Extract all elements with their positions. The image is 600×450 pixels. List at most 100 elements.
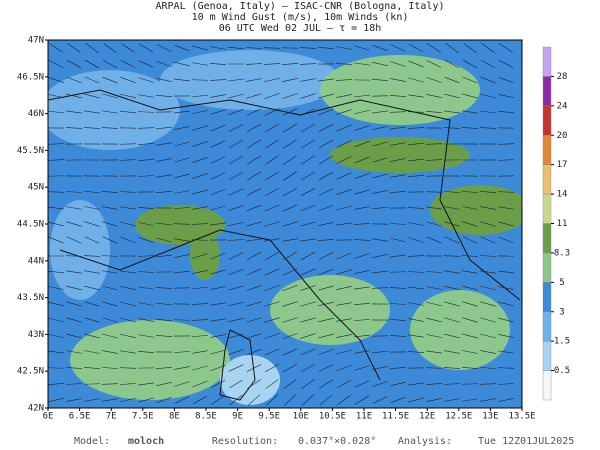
wind-arrow [318,171,334,181]
wind-arrow [210,172,226,180]
wind-arrow [354,109,370,115]
wind-arrow [210,334,226,338]
wind-arrow [191,303,209,305]
wind-arrow [210,269,226,275]
wind-arrow [138,334,154,338]
wind-arrow [264,333,280,339]
wind-arrow [66,350,82,354]
wind-arrow [156,366,172,370]
wind-arrow [443,383,461,385]
wind-arrow [480,191,496,193]
wind-arrow [138,397,154,403]
wind-arrow [102,367,118,369]
wind-arrow [444,191,460,193]
wind-arrow [264,108,280,116]
wind-arrow [354,395,370,405]
wind-arrow [479,255,497,257]
wind-arrow [354,156,370,164]
header-line: 10 m Wind Gust (m/s), 10m Winds (kn) [192,12,409,23]
wind-arrow [301,139,315,149]
wind-arrow [65,127,83,129]
wind-arrow [84,333,100,339]
wind-arrow [372,173,388,179]
wind-arrow [192,189,208,195]
wind-arrow [408,174,424,178]
wind-arrow [210,140,226,148]
wind-arrow [246,188,262,196]
wind-arrow [138,302,154,306]
wind-arrow [444,270,460,274]
colorbar-label: 8.3 [554,248,570,258]
wind-arrow [372,350,388,354]
wind-arrow [138,158,154,162]
wind-arrow [209,79,227,81]
wind-arrow [282,123,298,133]
wind-arrow [336,334,352,338]
wind-arrow [498,317,514,323]
wind-arrow [245,63,263,65]
wind-arrow [498,221,514,227]
lon-label: 9.5E [258,412,280,422]
wind-arrow [445,43,459,53]
lat-label: 42.5N [17,367,44,377]
wind-arrow [354,253,370,259]
wind-arrow [444,221,460,227]
wind-arrow [300,188,316,196]
lon-label: 6.5E [69,412,91,422]
wind-arrow [372,206,388,210]
wind-arrow [444,333,460,339]
wind-arrow [354,62,370,66]
wind-arrow [372,157,388,163]
wind-arrow [390,126,406,130]
wind-arrow [443,255,461,257]
wind-arrow [282,268,298,276]
wind-arrow [247,139,261,149]
wind-arrow [426,350,442,354]
lat-label: 45N [28,183,44,193]
wind-arrow [102,110,118,114]
wind-arrow [318,317,334,323]
lat-label: 42N [28,404,44,414]
wind-arrow [246,238,262,242]
wind-arrow [174,396,190,404]
wind-arrow [192,141,208,147]
wind-arrow [354,140,370,148]
footer-label: Analysis: [398,436,452,447]
wind-arrow [66,221,82,227]
wind-arrow [336,252,352,260]
wind-arrow [318,221,334,227]
wind-arrow [192,350,208,354]
wind-arrow [372,61,388,67]
wind-arrow [48,350,64,354]
wind-arrow [138,142,154,146]
wind-arrow [408,158,424,162]
colorbar-segment [542,46,552,77]
wind-arrow [462,270,478,274]
wind-arrow [407,271,425,273]
wind-arrow [265,171,279,181]
wind-arrow [497,143,515,145]
wind-arrow [228,188,244,196]
wind-arrow [66,93,82,99]
wind-arrow [426,77,442,83]
wind-arrow [228,172,244,180]
wind-arrow [102,301,118,307]
wind-arrow [246,93,262,99]
wind-arrow [102,76,118,84]
wind-arrow [282,251,298,261]
wind-arrow [66,76,82,84]
wind-arrow [318,78,334,82]
wind-arrow [192,239,208,241]
wind-arrow [283,379,297,389]
wind-arrow [408,286,424,290]
wind-arrow [192,395,208,405]
wind-arrow [407,127,425,129]
wind-arrow [425,143,443,145]
wind-arrow [480,333,496,339]
wind-arrow [425,191,443,193]
wind-arrow [426,94,442,98]
wind-arrow [210,205,226,211]
wind-arrow [246,78,262,82]
wind-arrow [102,333,118,339]
wind-arrow [120,236,136,244]
